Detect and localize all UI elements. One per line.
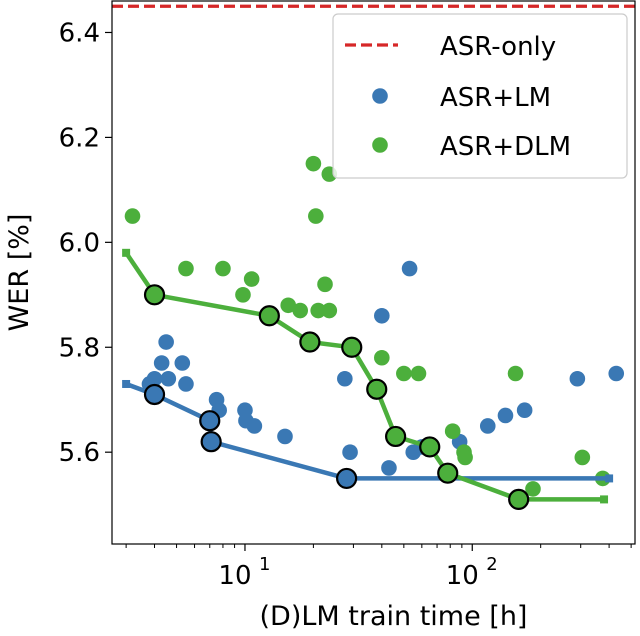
asr-dlm-pareto-point: [258, 305, 280, 327]
legend-asr-dlm-label: ASR+DLM: [440, 132, 571, 162]
asr-dlm-point: [235, 286, 251, 303]
asr-dlm-point: [444, 423, 461, 440]
asr-lm-pareto-point: [199, 410, 221, 432]
asr-dlm-point: [574, 449, 591, 466]
asr-dlm-point: [310, 302, 327, 319]
asr-lm-point: [153, 355, 170, 371]
y-tick-label: 6.2: [59, 123, 100, 153]
y-tick-label: 5.8: [59, 333, 100, 363]
asr-lm-pareto-point: [200, 431, 222, 453]
asr-dlm-pareto-point: [508, 488, 530, 511]
asr-lm-point: [337, 370, 353, 387]
x-tick-label: 10: [446, 561, 479, 591]
asr-dlm-point: [507, 365, 524, 382]
asr-lm-point: [277, 428, 293, 445]
asr-lm-point: [479, 418, 496, 434]
plot-inner: [112, 4, 635, 511]
asr-dlm-pareto-point: [143, 284, 166, 306]
asr-lm-pareto-start-marker: [122, 379, 131, 388]
plot-area: [112, 4, 635, 511]
asr-lm-point: [174, 355, 191, 371]
y-tick-label: 6.4: [59, 18, 100, 48]
x-tick-label: 10: [218, 561, 251, 591]
asr-dlm-pareto-start-marker: [122, 248, 131, 257]
x-tick-exponent: 2: [486, 554, 497, 575]
asr-dlm-pareto-point: [419, 436, 441, 458]
asr-lm-point: [569, 370, 586, 387]
plot-frame: [111, 0, 636, 545]
asr-dlm-point: [292, 302, 309, 319]
legend-asr-only-label: ASR-only: [440, 32, 556, 62]
y-tick-label: 5.6: [59, 438, 100, 468]
y-axis-label: WER [%]: [4, 214, 35, 332]
asr-dlm-point: [215, 260, 231, 277]
asr-dlm-point: [243, 271, 260, 287]
legend-box: [332, 13, 628, 179]
asr-dlm-point: [374, 349, 390, 366]
asr-dlm-point: [457, 449, 473, 466]
asr-dlm-point: [317, 276, 333, 293]
asr-lm-point: [381, 460, 397, 476]
asr-dlm-point: [410, 365, 427, 382]
asr-dlm-point: [525, 481, 541, 497]
asr-dlm-point: [280, 297, 297, 314]
asr-lm-point: [516, 402, 533, 419]
asr-dlm-pareto-point: [437, 462, 459, 484]
legend-asr-lm-swatch: [372, 88, 388, 104]
asr-dlm-point: [178, 260, 194, 277]
asr-lm-point: [146, 370, 163, 387]
asr-lm-point: [401, 260, 418, 277]
asr-lm-point: [178, 376, 194, 392]
asr-dlm-pareto-point: [385, 425, 407, 448]
asr-lm-point: [374, 307, 390, 324]
asr-lm-point: [246, 418, 263, 434]
asr-dlm-point: [305, 155, 322, 172]
asr-dlm-point: [124, 208, 141, 224]
x-axis-label: (D)LM train time [h]: [260, 601, 528, 632]
asr-dlm-pareto-point: [299, 331, 321, 353]
asr-dlm-pareto-point: [366, 378, 388, 400]
asr-lm-point: [342, 444, 358, 460]
y-tick-label: 6.0: [59, 228, 100, 258]
legend: ASR-only ASR+LM ASR+DLM: [332, 13, 628, 179]
asr-dlm-point: [308, 208, 324, 224]
legend-asr-dlm-swatch: [372, 137, 388, 153]
asr-lm-pareto-point: [336, 467, 358, 490]
asr-dlm-point: [396, 365, 412, 382]
asr-lm-point: [160, 370, 177, 387]
asr-lm-point: [497, 407, 514, 424]
axes: 5.6 5.8 6.0 6.2 6.4 10 1 10 2 (D)LM train time [h…: [4, 0, 636, 632]
asr-lm-pareto-point: [143, 383, 166, 406]
asr-lm-point: [158, 334, 174, 350]
asr-dlm-pareto-line: [124, 251, 604, 502]
asr-dlm-pareto-point: [341, 336, 363, 358]
legend-asr-lm-label: ASR+LM: [440, 83, 551, 113]
asr-dlm-pareto-end-marker: [600, 495, 609, 504]
asr-lm-point: [608, 365, 625, 382]
x-tick-exponent: 1: [259, 554, 270, 575]
asr-lm-pareto-line: [125, 381, 610, 481]
asr-lm-pareto-end-marker: [605, 474, 614, 483]
asr-dlm-point: [321, 302, 338, 319]
